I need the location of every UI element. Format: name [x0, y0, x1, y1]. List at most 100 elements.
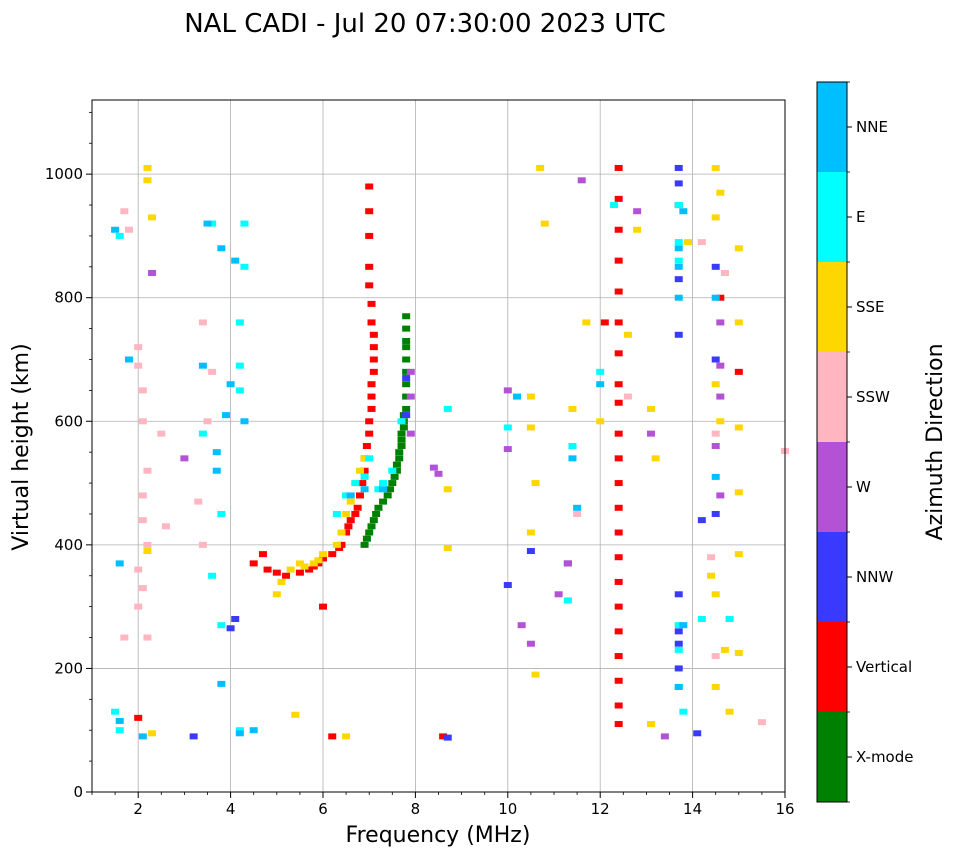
data-point-nnw	[674, 180, 683, 187]
data-point-e	[198, 430, 207, 437]
y-tick-label: 600	[54, 412, 83, 430]
data-point-nnw	[674, 628, 683, 635]
grid	[92, 100, 785, 792]
data-point-vertical	[614, 504, 623, 511]
data-point-ssw	[573, 510, 582, 517]
data-point-x-mode	[369, 517, 378, 524]
data-point-x-mode	[388, 480, 397, 487]
data-point-vertical	[305, 566, 314, 573]
data-point-vertical	[600, 319, 609, 326]
data-point-vertical	[358, 480, 367, 487]
data-point-x-mode	[402, 368, 411, 375]
data-point-nne	[138, 733, 147, 740]
data-point-w	[406, 393, 415, 400]
data-point-e	[217, 622, 226, 629]
data-point-nne	[115, 717, 124, 724]
data-point-nne	[513, 393, 522, 400]
data-point-x-mode	[385, 486, 394, 493]
data-point-w	[434, 470, 443, 477]
data-point-e	[725, 616, 734, 622]
data-point-ssw	[138, 492, 147, 499]
data-point-vertical	[614, 628, 623, 635]
data-point-sse	[355, 467, 364, 474]
data-point-sse	[360, 455, 369, 462]
data-point-nne	[679, 622, 688, 629]
data-point-vertical	[295, 569, 304, 576]
data-point-sse	[342, 733, 351, 740]
data-point-nnw	[231, 616, 240, 622]
data-point-nne	[221, 412, 230, 419]
data-point-vertical	[614, 195, 623, 202]
colorbar-segment	[817, 82, 847, 172]
data-point-vertical	[272, 569, 281, 576]
data-point-vertical	[282, 572, 291, 579]
data-point-x-mode	[374, 504, 383, 511]
data-point-e	[360, 473, 369, 480]
data-point-sse	[596, 418, 605, 425]
data-point-vertical	[337, 541, 346, 548]
data-point-e	[351, 480, 360, 487]
data-point-vertical	[258, 551, 267, 558]
data-point-w	[633, 208, 642, 215]
x-tick-label: 6	[318, 800, 328, 818]
data-point-ssw	[143, 467, 152, 474]
data-point-vertical	[614, 480, 623, 487]
data-point-nne	[360, 486, 369, 493]
data-point-vertical	[365, 418, 374, 425]
data-point-sse	[337, 529, 346, 536]
data-point-nnw	[711, 510, 720, 517]
data-point-ssw	[120, 634, 129, 641]
data-point-vertical	[328, 733, 337, 740]
data-point-w	[563, 560, 572, 567]
data-point-w	[554, 591, 563, 598]
colorbar-label: SSW	[856, 388, 890, 406]
data-point-vertical	[365, 183, 374, 190]
data-point-sse	[443, 486, 452, 493]
data-point-vertical	[365, 263, 374, 270]
data-point-sse	[277, 578, 286, 585]
data-point-vertical	[134, 714, 143, 721]
data-point-x-mode	[402, 381, 411, 388]
data-point-x-mode	[379, 498, 388, 505]
data-point-sse	[716, 418, 725, 425]
data-point-x-mode	[383, 492, 392, 499]
data-point-x-mode	[395, 449, 404, 456]
data-point-nne	[217, 245, 226, 252]
data-point-e	[596, 368, 605, 375]
data-point-vertical	[367, 300, 376, 307]
data-point-x-mode	[365, 529, 374, 536]
data-point-nne	[679, 208, 688, 215]
data-point-e	[674, 239, 683, 246]
data-point-nnw	[443, 734, 452, 741]
data-point-ssw	[707, 554, 716, 561]
data-point-e	[388, 467, 397, 474]
data-point-vertical	[614, 554, 623, 561]
data-point-w	[503, 446, 512, 453]
data-point-nne	[568, 455, 577, 462]
data-point-e	[674, 257, 683, 264]
data-point-vertical	[365, 232, 374, 239]
data-point-w	[716, 319, 725, 326]
data-point-ssw	[138, 387, 147, 394]
data-point-sse	[319, 551, 327, 558]
y-tick-label: 800	[54, 289, 83, 307]
data-point-vertical	[614, 653, 623, 660]
data-point-vertical	[346, 517, 355, 524]
data-point-x-mode	[402, 405, 411, 412]
data-point-e	[563, 597, 572, 604]
data-point-sse	[143, 177, 152, 184]
data-point-vertical	[365, 430, 374, 437]
data-point-vertical	[614, 677, 623, 684]
data-point-x-mode	[372, 510, 381, 517]
data-point-vertical	[614, 381, 623, 388]
data-point-e	[235, 362, 244, 369]
x-tick-label: 2	[133, 800, 143, 818]
data-point-vertical	[344, 523, 353, 530]
data-point-w	[526, 640, 535, 647]
y-tick-label: 1000	[45, 165, 83, 183]
data-point-sse	[734, 551, 743, 558]
data-point-e	[235, 727, 244, 734]
data-point-sse	[314, 557, 323, 564]
data-point-sse	[143, 548, 152, 555]
data-point-w	[180, 455, 189, 462]
